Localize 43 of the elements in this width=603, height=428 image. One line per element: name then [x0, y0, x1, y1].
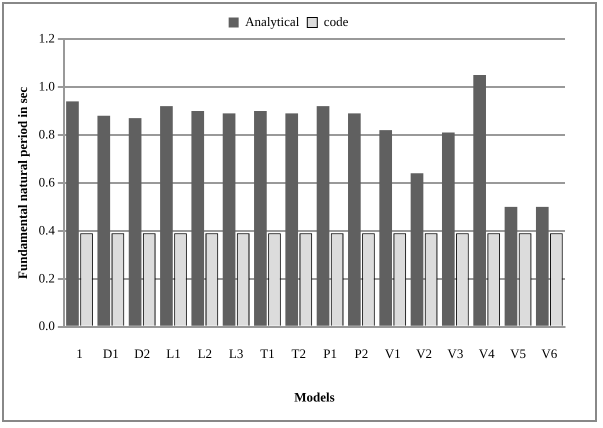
bar: [254, 110, 267, 326]
bar: [66, 101, 79, 326]
y-tick-label: 0.4: [38, 222, 56, 238]
y-tick-label: 0.8: [38, 126, 55, 142]
bar: [348, 113, 361, 326]
bar: [285, 113, 298, 326]
x-tick-label: T1: [260, 346, 275, 362]
bar: [316, 106, 330, 326]
y-axis-title: Fundamental natural period in sec: [15, 86, 30, 279]
x-axis-title: Models: [294, 390, 335, 405]
x-tick-label: V1: [384, 346, 401, 362]
bar: [222, 113, 236, 326]
bar: [191, 110, 204, 326]
bar: [442, 132, 455, 326]
bar: [379, 130, 392, 326]
bar: [536, 206, 549, 326]
x-tick-label: V5: [510, 346, 526, 362]
x-tick-label: V6: [541, 346, 558, 362]
y-tick-label: 0.6: [38, 174, 56, 190]
x-tick-label: L3: [228, 346, 244, 362]
y-tick-label: 1.2: [38, 30, 55, 46]
x-tick-label: D1: [102, 346, 119, 362]
bar: [504, 206, 518, 326]
x-tick-label: V4: [478, 346, 496, 362]
x-tick-label: L1: [166, 346, 181, 362]
bar: [410, 173, 424, 326]
x-tick-label: P2: [354, 346, 368, 362]
x-tick-label: 1: [76, 346, 83, 362]
x-tick-label: L2: [198, 346, 212, 362]
x-tick-label: P1: [323, 346, 337, 362]
legend-label: Analytical: [245, 14, 300, 29]
x-tick-label: V3: [447, 346, 464, 362]
y-tick-label: 1.0: [38, 78, 55, 94]
y-tick-label: 0.0: [38, 318, 55, 334]
bar: [160, 106, 173, 326]
bar: [128, 118, 142, 326]
legend-label: code: [324, 14, 349, 29]
x-tick-label: V2: [416, 346, 432, 362]
x-tick-label: T2: [292, 346, 306, 362]
y-tick-label: 0.2: [38, 270, 55, 286]
bar: [97, 116, 110, 326]
bar: [473, 74, 486, 326]
x-tick-label: D2: [134, 346, 150, 362]
